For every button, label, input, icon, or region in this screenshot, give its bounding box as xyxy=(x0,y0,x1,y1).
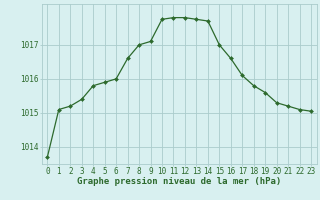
X-axis label: Graphe pression niveau de la mer (hPa): Graphe pression niveau de la mer (hPa) xyxy=(77,177,281,186)
